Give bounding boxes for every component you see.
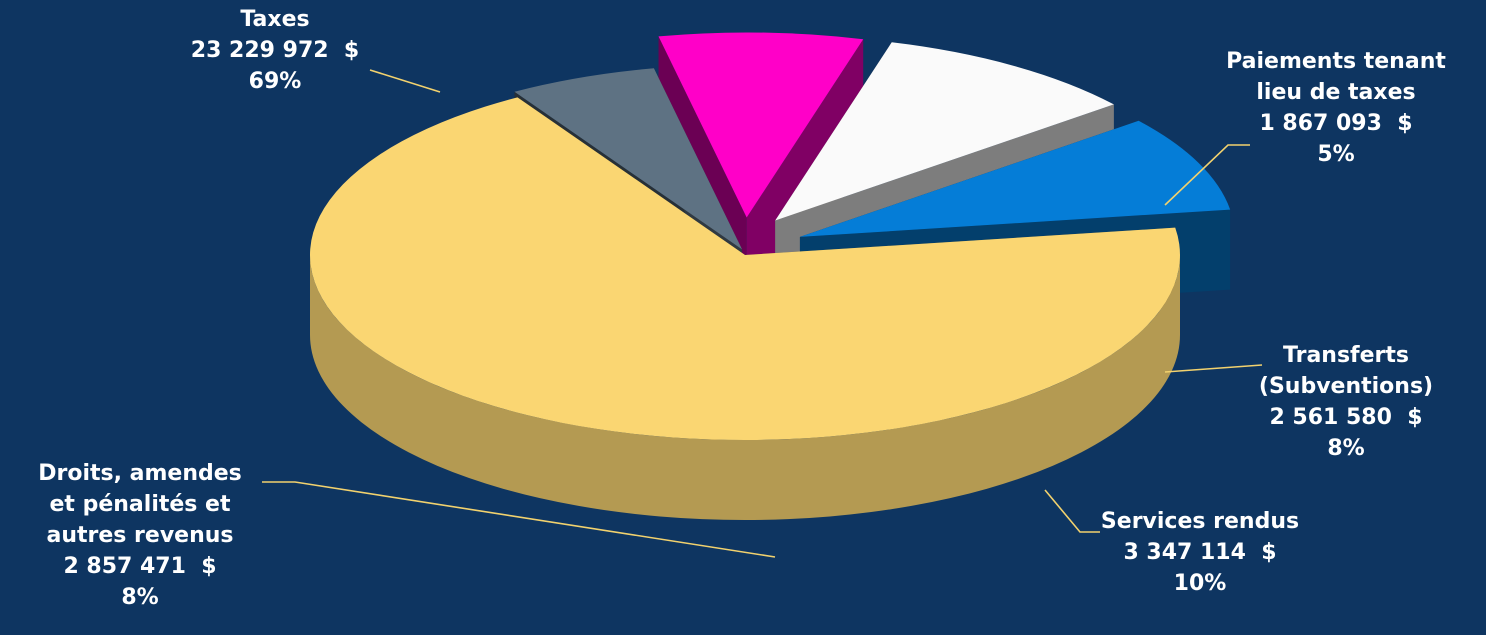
slice-top-face bbox=[310, 97, 1180, 440]
slice-percent-transferts: 8% bbox=[1327, 436, 1365, 461]
slice-name-taxes: Taxes bbox=[240, 7, 310, 32]
slice-percent-droits: 8% bbox=[121, 585, 159, 610]
leader-line-services bbox=[1044, 489, 1100, 533]
leader-line-paiements bbox=[1164, 144, 1250, 206]
slice-amount-services: 3 347 114 $ bbox=[1123, 540, 1277, 565]
slice-name-services: Services rendus bbox=[1100, 509, 1300, 534]
slice-percent-paiements: 5% bbox=[1317, 142, 1355, 167]
slice-amount-paiements: 1 867 093 $ bbox=[1259, 111, 1413, 136]
slice-top-face bbox=[514, 68, 743, 250]
slice-name-line1-droits: Droits, amendes bbox=[38, 461, 242, 486]
slice-name-line1-transferts: Transferts bbox=[1283, 343, 1409, 368]
slice-top-face bbox=[799, 120, 1231, 237]
slice-label-paiements-tenant-lieu: Paiements tenant lieu de taxes 1 867 093… bbox=[1186, 46, 1486, 170]
slice-name-line1-paiements: Paiements tenant bbox=[1226, 49, 1446, 74]
leader-line-droits bbox=[262, 481, 776, 558]
leader-line-transferts bbox=[1164, 364, 1263, 373]
slice-percent-taxes: 69% bbox=[248, 69, 302, 94]
slice-name-line2-droits: et pénalités et bbox=[49, 492, 231, 517]
slice-label-services-rendus: Services rendus 3 347 114 $ 10% bbox=[1080, 506, 1320, 599]
slice-name-line3-droits: autres revenus bbox=[46, 523, 234, 548]
slice-top-face bbox=[658, 32, 864, 218]
slice-top-face bbox=[775, 42, 1114, 221]
slice-outer-wall bbox=[310, 255, 1180, 520]
slice-amount-taxes: 23 229 972 $ bbox=[190, 38, 360, 63]
slice-label-droits-amendes: Droits, amendes et pénalités et autres r… bbox=[0, 458, 280, 613]
leader-line-taxes bbox=[369, 69, 441, 93]
slice-amount-droits: 2 857 471 $ bbox=[63, 554, 217, 579]
slice-taxes bbox=[310, 97, 1180, 520]
slice-name-line2-paiements: lieu de taxes bbox=[1256, 80, 1416, 105]
slice-label-transferts: Transferts (Subventions) 2 561 580 $ 8% bbox=[1226, 340, 1466, 464]
slice-label-taxes: Taxes 23 229 972 $ 69% bbox=[140, 4, 410, 97]
slice-name-line2-transferts: (Subventions) bbox=[1258, 374, 1434, 399]
slice-amount-transferts: 2 561 580 $ bbox=[1269, 405, 1423, 430]
slice-percent-services: 10% bbox=[1173, 571, 1227, 596]
